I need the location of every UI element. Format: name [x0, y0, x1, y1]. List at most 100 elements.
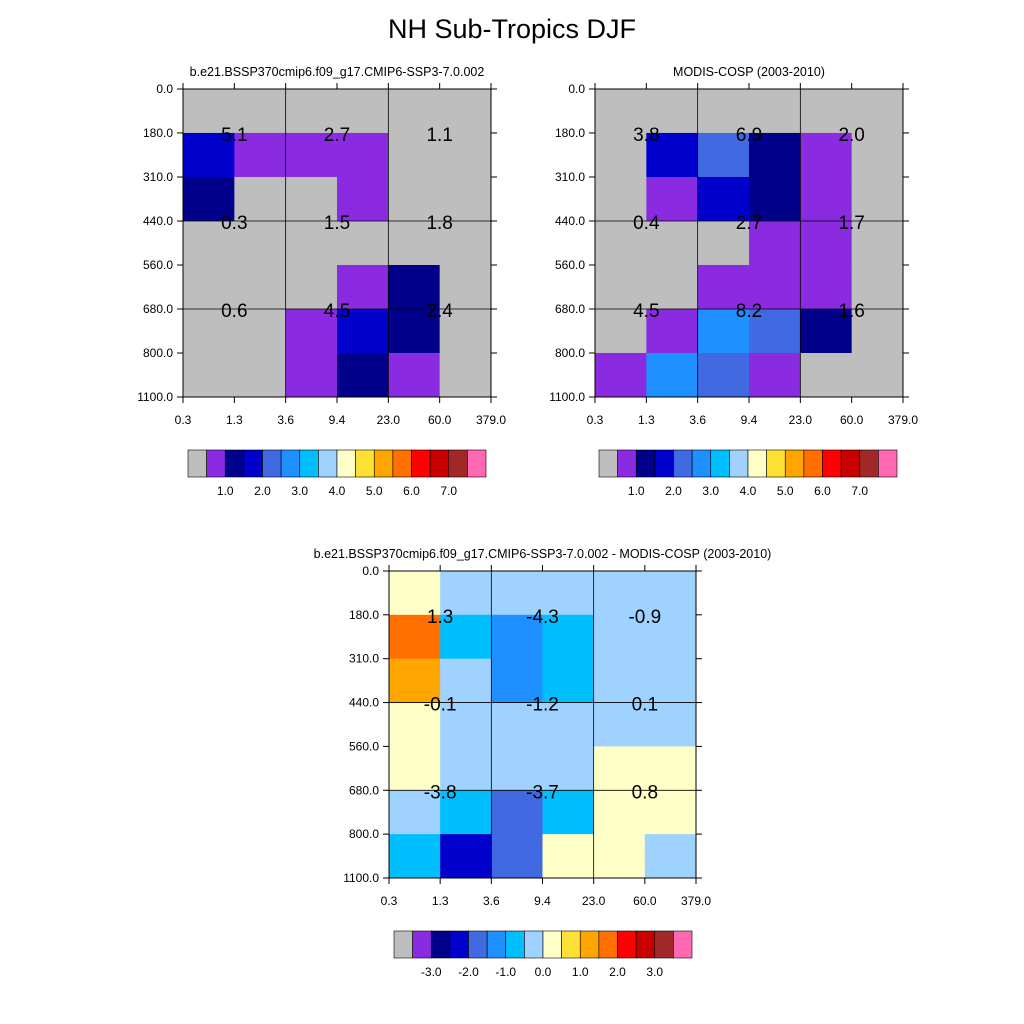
- x-tick-label: 1.3: [638, 413, 655, 427]
- box-value-label: 0.8: [632, 782, 658, 803]
- heatmap-cell: [440, 658, 492, 704]
- heatmap-cell: [800, 132, 853, 178]
- heatmap-cell: [646, 221, 699, 266]
- heatmap-cell: [388, 352, 441, 398]
- colorbar-swatch: [840, 449, 861, 478]
- y-tick-label: 560.0: [349, 739, 379, 753]
- colorbar-swatch: [579, 930, 600, 959]
- colorbar-label: 7.0: [851, 484, 868, 498]
- heatmap-cell: [644, 614, 697, 660]
- heatmap-cell: [491, 614, 543, 660]
- heatmap-cell: [749, 176, 801, 222]
- y-tick-label: 800.0: [143, 346, 173, 360]
- heatmap-cell: [595, 309, 647, 354]
- heatmap-cell: [800, 221, 853, 266]
- colorbar-label: 3.0: [291, 484, 308, 498]
- heatmap-cell: [542, 790, 595, 835]
- heatmap-cell: [183, 352, 235, 398]
- heatmap-cell: [646, 309, 699, 354]
- colorbar-label: 1.0: [628, 484, 645, 498]
- colorbar-swatch: [598, 930, 618, 959]
- colorbar-swatch: [561, 930, 581, 959]
- colorbar-swatch: [859, 449, 879, 478]
- box-value-label: 1.5: [324, 213, 350, 234]
- x-tick-label: 3.6: [689, 413, 706, 427]
- heatmap-cell: [388, 89, 441, 134]
- heatmap-cell: [800, 309, 853, 354]
- heatmap-cell: [593, 790, 646, 835]
- y-tick-label: 310.0: [349, 652, 379, 666]
- box-value-label: 4.5: [633, 301, 659, 322]
- heatmap-cell: [491, 834, 543, 879]
- heatmap-cell: [593, 658, 646, 704]
- y-tick-label: 560.0: [143, 258, 173, 272]
- colorbar-label: -2.0: [458, 965, 479, 979]
- colorbar-swatch: [598, 449, 618, 478]
- heatmap-cell: [234, 221, 287, 266]
- colorbar-swatch: [486, 930, 507, 959]
- heatmap-cell: [285, 309, 338, 354]
- y-tick-label: 1100.0: [343, 871, 379, 885]
- heatmap-cell: [439, 352, 492, 398]
- colorbar-swatch: [505, 930, 525, 959]
- heatmap-cell: [646, 176, 699, 222]
- colorbar-swatch: [393, 930, 413, 959]
- heatmap-cell: [183, 309, 235, 354]
- heatmap-cell: [388, 176, 441, 222]
- colorbar-swatch: [654, 930, 674, 959]
- colorbar-swatch: [617, 930, 637, 959]
- heatmap-cell: [697, 176, 750, 222]
- heatmap-cell: [389, 571, 441, 616]
- colorbar-swatch: [392, 449, 412, 478]
- colorbar-swatch: [430, 930, 451, 959]
- heatmap-cell: [234, 264, 287, 310]
- box-value-label: -0.9: [628, 607, 661, 628]
- y-tick-label: 180.0: [349, 608, 379, 622]
- colorbar-label: 5.0: [777, 484, 794, 498]
- heatmap-cell: [542, 834, 595, 879]
- heatmap-cell: [644, 702, 697, 747]
- y-tick-label: 0.0: [362, 564, 379, 578]
- heatmap-cell: [749, 264, 801, 310]
- colorbar-label: 2.0: [254, 484, 271, 498]
- x-tick-label: 379.0: [476, 413, 506, 427]
- heatmap-cell: [697, 132, 750, 178]
- colorbar-swatch: [355, 449, 375, 478]
- heatmap-cell: [542, 614, 595, 660]
- colorbar-swatch: [673, 449, 693, 478]
- x-tick-label: 23.0: [789, 413, 813, 427]
- heatmap-cell: [440, 702, 492, 747]
- heatmap-cell: [646, 352, 699, 398]
- colorbar-swatch: [878, 449, 898, 478]
- colorbar-swatch: [729, 449, 749, 478]
- heatmap-cell: [593, 614, 646, 660]
- heatmap-cell: [800, 352, 853, 398]
- heatmap-cell: [851, 264, 904, 310]
- box-value-label: 8.2: [736, 301, 762, 322]
- heatmap-cell: [388, 132, 441, 178]
- box-value-label: -3.7: [526, 782, 559, 803]
- heatmap-cell: [542, 571, 595, 616]
- heatmap-cell: [491, 571, 543, 616]
- heatmap-cell: [285, 132, 338, 178]
- heatmap-cell: [593, 834, 646, 879]
- heatmap-cell: [646, 89, 699, 134]
- heatmap-cell: [851, 352, 904, 398]
- heatmap-cell: [337, 352, 389, 398]
- colorbar-swatch: [262, 449, 282, 478]
- box-value-label: 4.5: [324, 301, 350, 322]
- y-tick-label: 440.0: [143, 214, 173, 228]
- x-tick-label: 60.0: [633, 894, 657, 908]
- y-tick-label: 1100.0: [549, 390, 585, 404]
- heatmap-cell: [646, 264, 699, 310]
- box-value-label: 2.7: [736, 213, 762, 234]
- heatmap-cell: [595, 352, 647, 398]
- heatmap-cell: [440, 834, 492, 879]
- heatmap-cell: [542, 746, 595, 791]
- heatmap-cell: [697, 352, 750, 398]
- x-tick-label: 379.0: [681, 894, 711, 908]
- heatmap-cell: [439, 176, 492, 222]
- colorbar-label: 2.0: [609, 965, 626, 979]
- heatmap-cell: [697, 89, 750, 134]
- heatmap-cell: [800, 89, 853, 134]
